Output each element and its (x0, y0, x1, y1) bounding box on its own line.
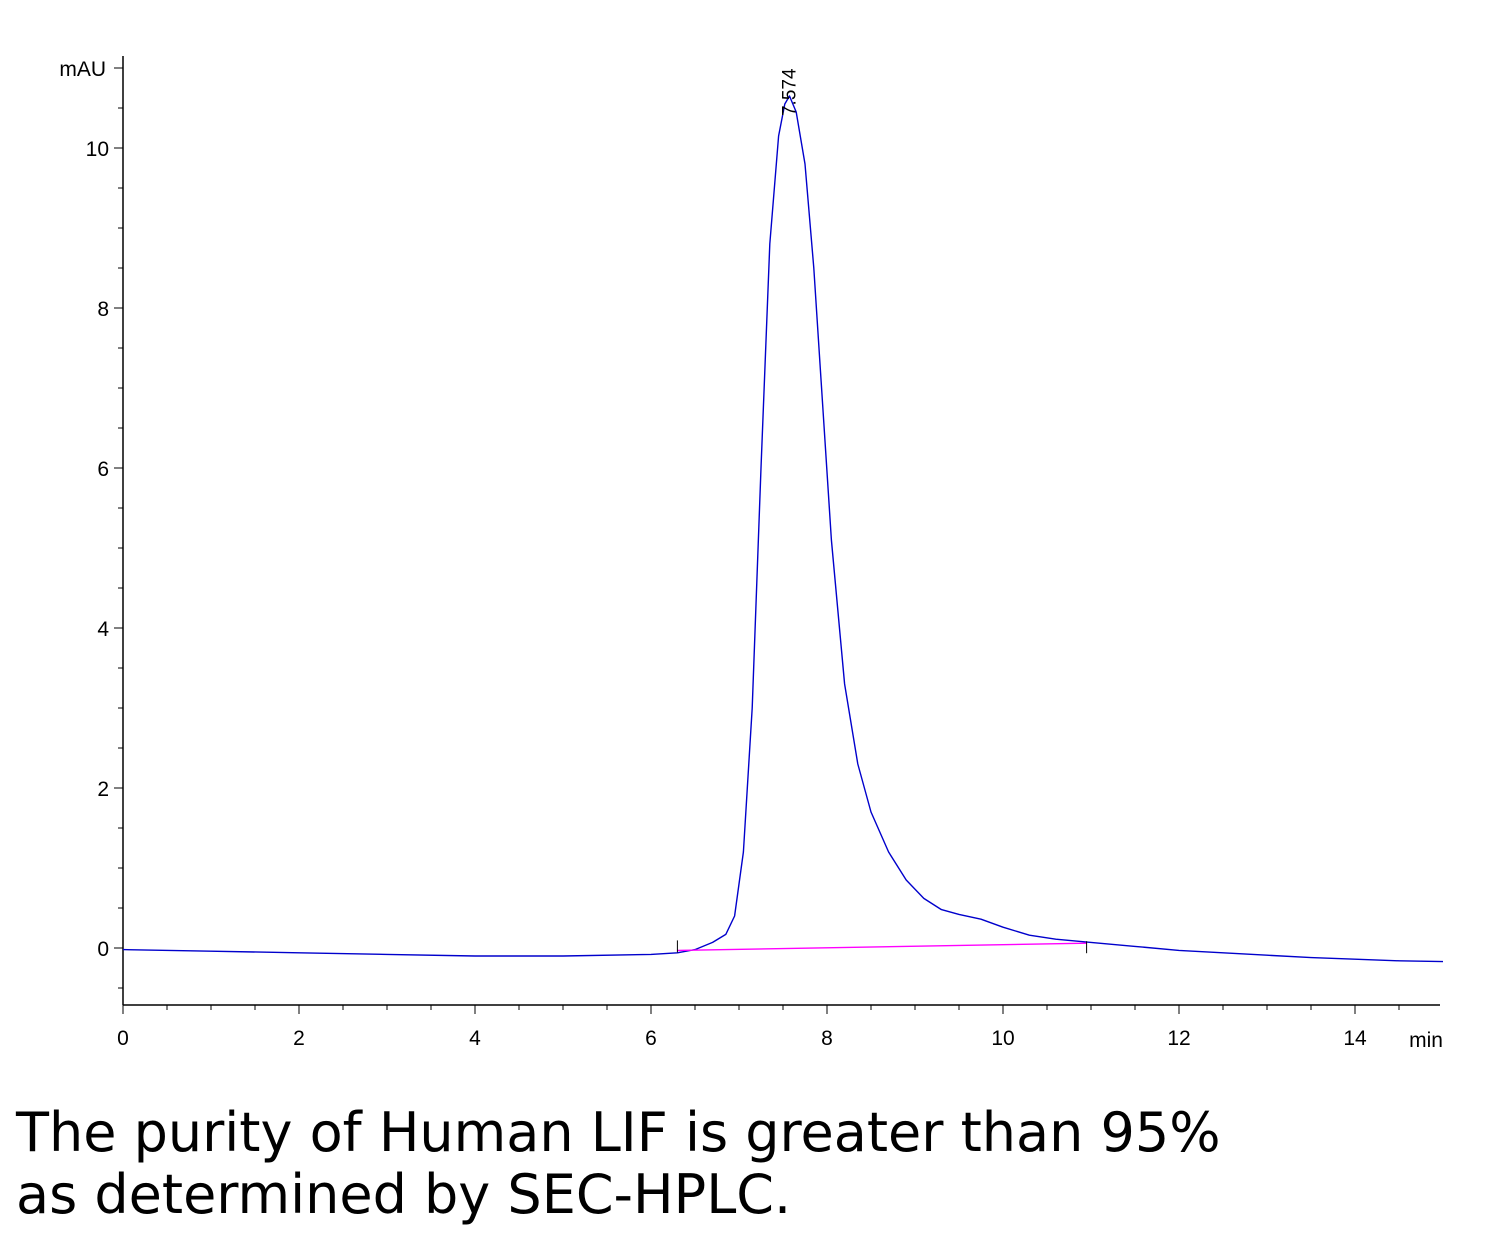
y-axis: 0 2 4 6 8 10 mAU (59, 56, 124, 1005)
x-tick-label: 2 (293, 1027, 305, 1050)
label-layer: 7.574 (780, 68, 801, 116)
y-tick-label: 2 (97, 778, 109, 801)
chromatogram-trace (122, 95, 1444, 963)
chromatogram-chart: 0 2 4 6 8 10 mAU 0 2 4 6 8 10 12 14 min 7.574 (59, 56, 1444, 1052)
caption-line-2: as determined by SEC-HPLC. (16, 1163, 792, 1226)
y-tick-label: 0 (97, 938, 109, 961)
y-unit-label: mAU (59, 58, 106, 81)
x-tick-label: 8 (821, 1027, 833, 1050)
x-tick-label: 14 (1343, 1027, 1367, 1050)
y-tick-label: 4 (97, 618, 109, 641)
x-tick-label: 4 (469, 1027, 481, 1050)
x-unit-label: min (1409, 1029, 1443, 1052)
y-tick-label: 8 (97, 298, 109, 321)
caption: The purity of Human LIF is greater than … (16, 1102, 1221, 1226)
caption-line-1: The purity of Human LIF is greater than … (16, 1101, 1221, 1164)
baseline-line (677, 942, 1087, 952)
x-tick-label: 0 (117, 1027, 129, 1050)
x-axis: 0 2 4 6 8 10 12 14 min (117, 1004, 1443, 1052)
peak-retention-label: 7.574 (780, 68, 801, 116)
x-tick-label: 12 (1167, 1027, 1190, 1050)
y-tick-label: 6 (97, 458, 109, 481)
series-layer (122, 95, 1444, 963)
x-tick-label: 10 (991, 1027, 1014, 1050)
x-tick-label: 6 (645, 1027, 657, 1050)
y-tick-label: 10 (86, 138, 109, 161)
